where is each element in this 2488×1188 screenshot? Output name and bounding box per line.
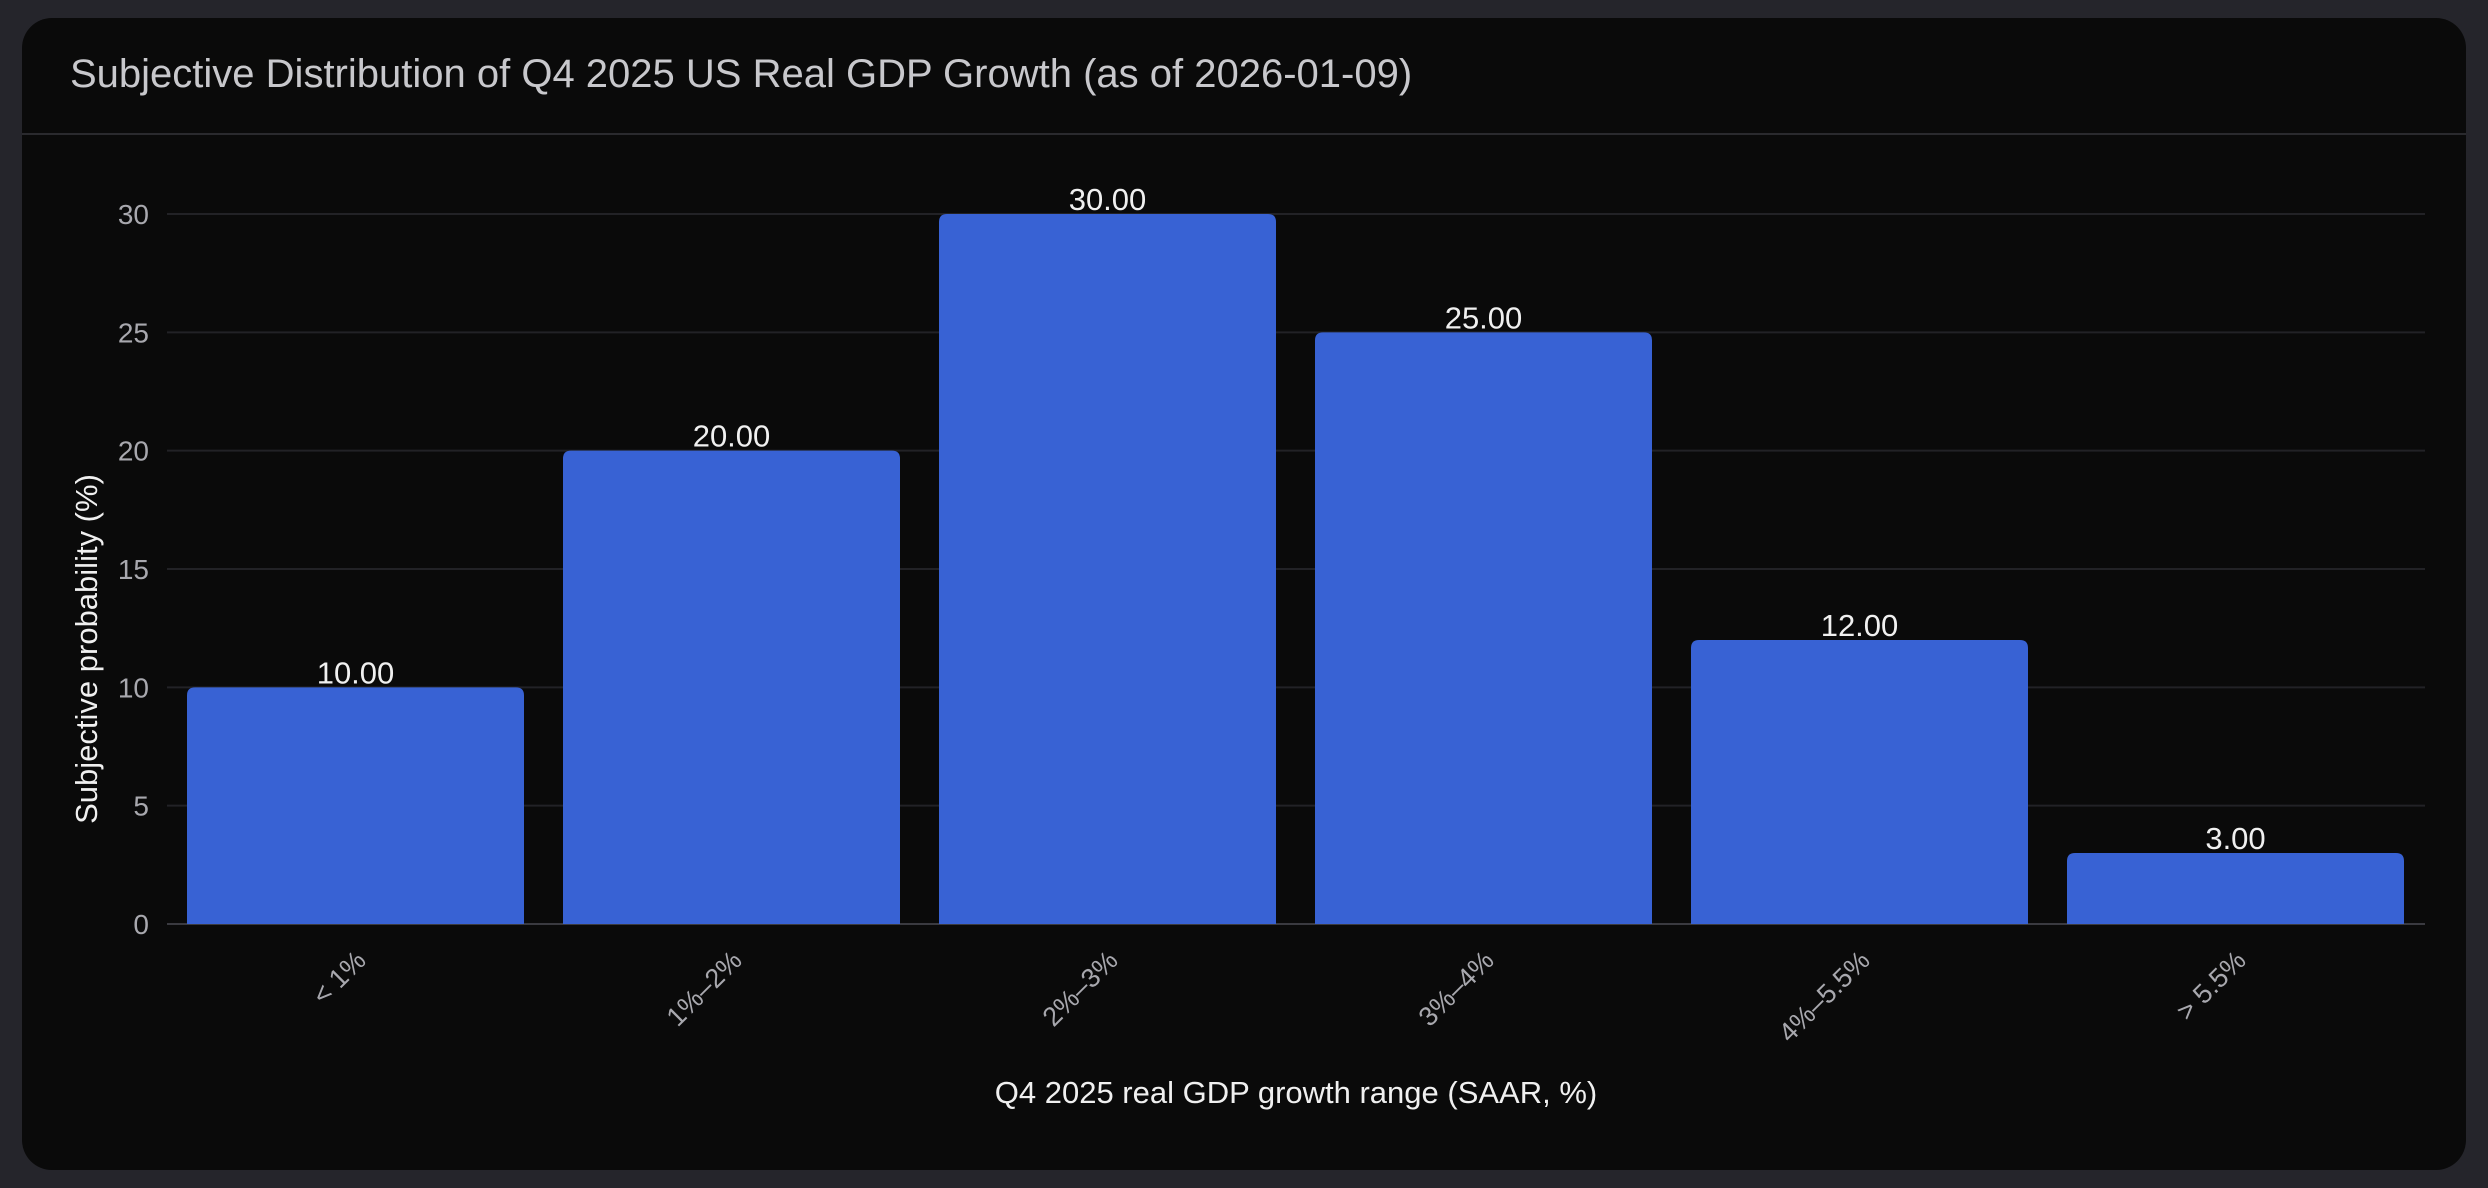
x-tick-label: 2%–3% — [1037, 945, 1124, 1032]
y-tick-label: 5 — [133, 791, 149, 822]
bar — [1691, 640, 2028, 924]
y-tick-label: 15 — [118, 554, 149, 585]
x-tick-label: 3%–4% — [1413, 945, 1500, 1032]
x-tick-label: 1%–2% — [661, 945, 748, 1032]
y-tick-label: 25 — [118, 317, 149, 348]
data-label: 12.00 — [1821, 608, 1899, 643]
data-label: 20.00 — [693, 419, 771, 454]
bar — [563, 450, 900, 924]
bar-chart: 0 5 10 15 20 25 30 10.00 < 1% 20.00 1%–2% 30.00 2%–3… — [69, 182, 2425, 1110]
y-tick-label: 20 — [118, 436, 149, 467]
data-label: 25.00 — [1445, 300, 1523, 335]
data-label: 30.00 — [1069, 182, 1147, 217]
x-tick-label: 4%–5.5% — [1773, 945, 1876, 1048]
chart-title: Subjective Distribution of Q4 2025 US Re… — [70, 52, 1413, 96]
y-tick-label: 30 — [118, 199, 149, 230]
y-tick-label: 0 — [133, 909, 149, 940]
bar — [187, 687, 524, 924]
x-axis-label: Q4 2025 real GDP growth range (SAAR, %) — [995, 1075, 1598, 1110]
bar — [2067, 853, 2404, 924]
data-label: 3.00 — [2205, 821, 2265, 856]
chart-card: Subjective Distribution of Q4 2025 US Re… — [22, 18, 2466, 1170]
bar — [939, 214, 1276, 924]
data-label: 10.00 — [317, 655, 395, 690]
y-tick-label: 10 — [118, 672, 149, 703]
x-tick-label: > 5.5% — [2171, 945, 2252, 1026]
x-tick-label: < 1% — [306, 945, 371, 1010]
y-axis-label: Subjective probability (%) — [69, 474, 104, 824]
bar — [1315, 332, 1652, 924]
chart-header: Subjective Distribution of Q4 2025 US Re… — [22, 18, 2466, 135]
